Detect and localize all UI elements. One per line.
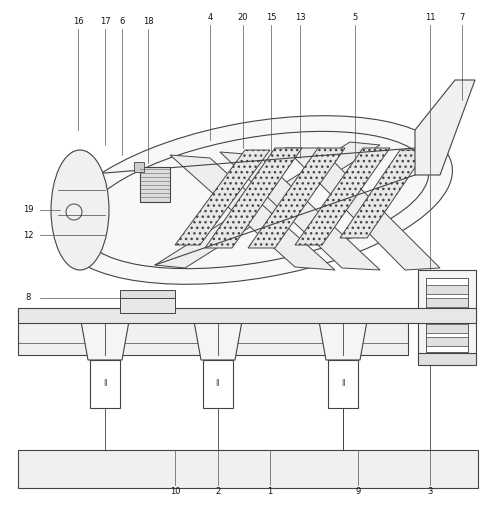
Bar	[134, 162, 144, 172]
Bar	[18, 308, 476, 323]
Text: 12: 12	[23, 230, 33, 239]
Bar	[418, 353, 476, 365]
Text: 2: 2	[215, 487, 221, 496]
Polygon shape	[295, 148, 390, 245]
Ellipse shape	[58, 116, 452, 284]
Text: 10: 10	[170, 487, 180, 496]
Text: 16: 16	[73, 18, 83, 26]
Bar	[426, 324, 468, 333]
Polygon shape	[340, 150, 427, 238]
Bar	[418, 270, 476, 360]
Bar	[426, 337, 468, 346]
Bar	[18, 450, 478, 488]
Bar	[120, 295, 175, 313]
Text: II: II	[341, 379, 345, 388]
Bar	[18, 310, 408, 355]
Polygon shape	[415, 80, 475, 175]
Polygon shape	[155, 142, 380, 268]
Ellipse shape	[51, 150, 109, 270]
Bar	[140, 167, 170, 202]
Polygon shape	[317, 310, 369, 360]
Bar	[426, 311, 468, 320]
Bar	[426, 278, 468, 352]
Text: 5: 5	[352, 14, 358, 23]
Text: 18: 18	[143, 18, 153, 26]
Text: 4: 4	[207, 14, 213, 23]
Polygon shape	[170, 155, 335, 270]
Text: 20: 20	[238, 14, 248, 23]
Polygon shape	[220, 152, 380, 270]
Polygon shape	[175, 150, 270, 245]
Text: 11: 11	[425, 14, 435, 23]
Polygon shape	[192, 310, 244, 360]
Text: 6: 6	[120, 18, 124, 26]
Text: II: II	[216, 379, 220, 388]
Bar	[328, 360, 358, 408]
Polygon shape	[248, 148, 345, 248]
Text: II: II	[103, 379, 107, 388]
Text: 9: 9	[355, 487, 361, 496]
Bar	[203, 360, 233, 408]
Text: 8: 8	[25, 293, 31, 302]
Text: 15: 15	[266, 14, 276, 23]
Polygon shape	[79, 310, 131, 360]
Text: 1: 1	[267, 487, 273, 496]
Text: 19: 19	[23, 206, 33, 215]
Text: 7: 7	[459, 14, 465, 23]
Polygon shape	[205, 148, 302, 248]
Bar	[120, 290, 175, 298]
Bar	[426, 298, 468, 307]
Text: 13: 13	[295, 14, 306, 23]
Polygon shape	[285, 148, 440, 270]
Text: 3: 3	[428, 487, 433, 496]
Bar	[426, 285, 468, 294]
Text: 17: 17	[100, 18, 110, 26]
Bar	[90, 360, 120, 408]
